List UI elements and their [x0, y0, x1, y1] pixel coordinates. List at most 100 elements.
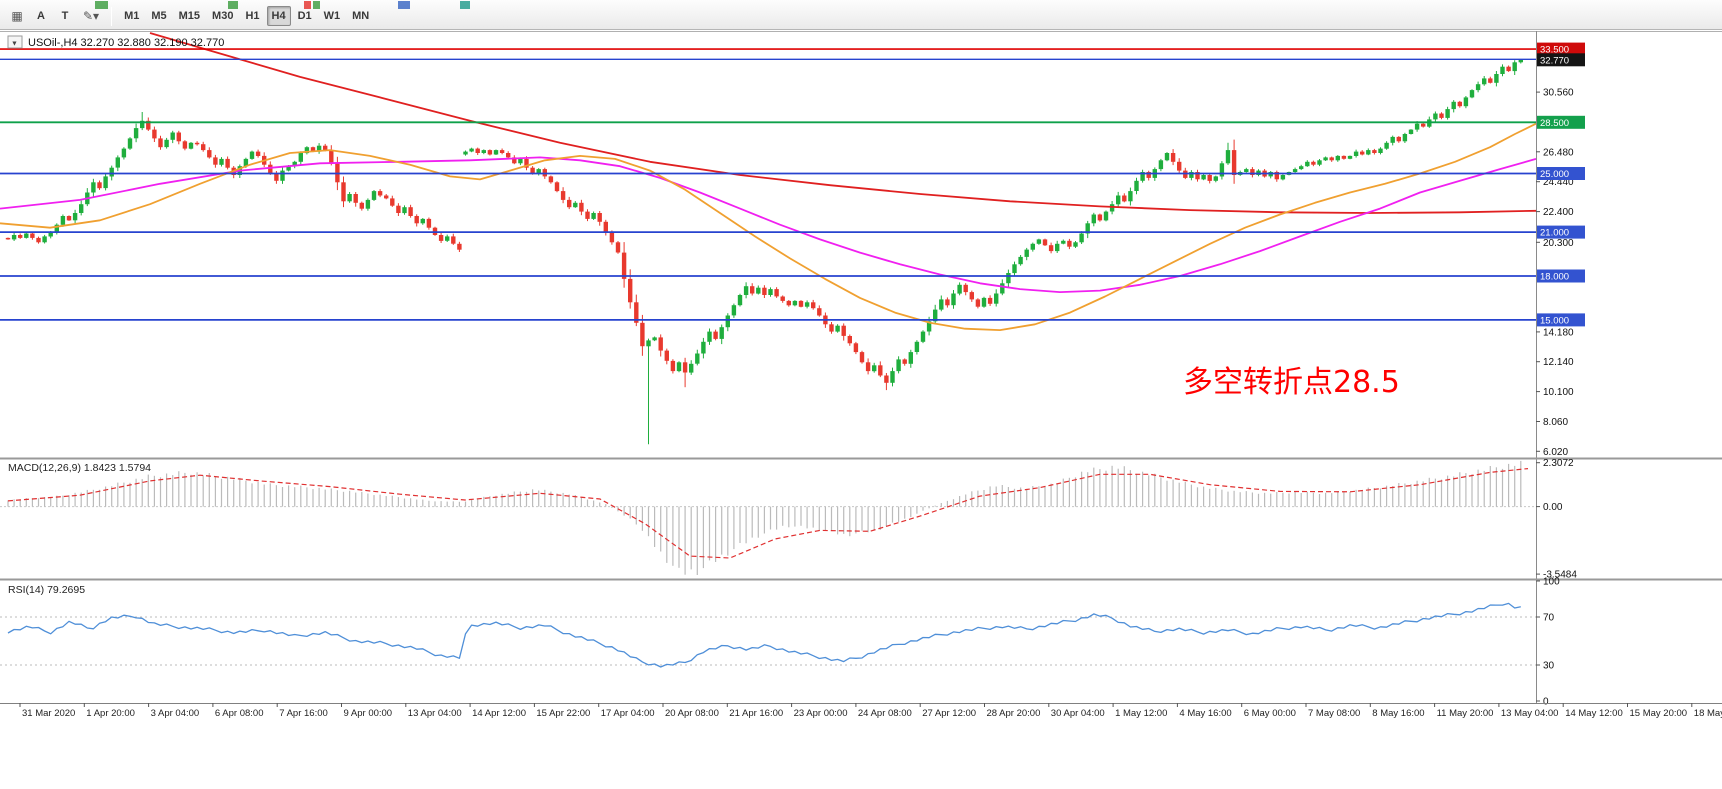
candle-body: [207, 150, 212, 158]
price-scale[interactable]: [1536, 32, 1722, 703]
candle-body: [530, 167, 535, 174]
candle-body: [1170, 153, 1176, 162]
cropped-toolbar-icon: [313, 1, 320, 9]
candle-body: [945, 299, 950, 306]
cursor-button[interactable]: A: [37, 10, 45, 22]
candle-body: [109, 167, 114, 177]
candle-body: [1335, 155, 1340, 161]
candle-body: [1506, 66, 1511, 72]
chart-menu-button[interactable]: [7, 35, 23, 49]
rsi-line: [7, 602, 1521, 668]
candle-body: [451, 236, 456, 244]
cropped-toolbar-icon: [95, 1, 108, 9]
timeframe-h4[interactable]: H4: [266, 6, 291, 26]
timeframe-d1[interactable]: D1: [297, 10, 312, 22]
candle-body: [60, 216, 66, 225]
draw-tools-dropdown[interactable]: ✎▾: [83, 9, 100, 23]
candle-body: [1042, 239, 1048, 246]
price-tick-label: 10.100: [1543, 387, 1574, 398]
timeframe-m15[interactable]: M15: [178, 10, 201, 22]
candle-body: [792, 300, 798, 306]
time-label: 23 Apr 00:00: [794, 708, 848, 719]
candle-body: [884, 375, 889, 383]
cropped-toolbar-icon: [304, 1, 311, 9]
candle-body: [1079, 233, 1084, 243]
candle-body: [804, 302, 810, 307]
candle-body: [939, 299, 944, 310]
price-tick-label: 22.400: [1543, 207, 1574, 218]
price-badge: [1537, 313, 1585, 327]
candle-body: [1347, 155, 1353, 159]
candle-body: [359, 202, 364, 209]
timeframe-m30[interactable]: M30: [212, 10, 234, 22]
timeframe-w1[interactable]: W1: [323, 10, 341, 22]
time-label: 14 May 12:00: [1565, 708, 1623, 719]
cropped-toolbar-icon: [228, 1, 238, 9]
macd-signal-line: [7, 468, 1529, 559]
candle-body: [634, 302, 639, 323]
candle-body: [1225, 150, 1231, 164]
timeframe-h1[interactable]: H1: [245, 10, 260, 22]
candle-body: [1317, 160, 1322, 165]
text-label-button[interactable]: T: [61, 10, 69, 22]
candle-body: [585, 211, 590, 219]
time-label: 13 May 04:00: [1501, 708, 1559, 719]
candle-body: [1421, 123, 1426, 127]
time-label: 11 May 20:00: [1437, 708, 1494, 719]
time-label: 28 Apr 20:00: [987, 708, 1041, 719]
candle-body: [353, 194, 358, 203]
candle-body: [79, 204, 84, 213]
rsi-scale-label: 0: [1543, 697, 1549, 708]
time-label: 14 Apr 12:00: [472, 708, 526, 719]
candle-body: [579, 202, 584, 212]
candle-body: [127, 138, 133, 149]
candle-body: [1311, 161, 1316, 165]
candle-body: [731, 305, 737, 316]
candle-body: [658, 337, 663, 351]
candle-body: [463, 151, 468, 155]
candle-body: [725, 315, 730, 328]
candle-body: [1482, 78, 1487, 85]
candle-body: [518, 158, 523, 164]
charts-grid-icon[interactable]: ▦: [11, 9, 23, 23]
timeframe-mn[interactable]: MN: [352, 10, 370, 22]
candle-body: [487, 150, 493, 155]
candle-body: [255, 151, 261, 156]
candle-body: [1213, 176, 1218, 181]
candle-body: [1299, 166, 1304, 170]
candle-body: [926, 321, 932, 332]
candle-body: [30, 233, 35, 238]
candle-body: [133, 128, 139, 139]
candle-body: [603, 221, 608, 232]
candle-body: [329, 150, 334, 164]
candle-body: [1323, 157, 1328, 161]
candle-body: [1158, 160, 1164, 170]
candle-body: [1445, 109, 1450, 118]
candle-body: [1390, 136, 1395, 143]
candle-body: [304, 147, 310, 154]
candle-body: [280, 170, 285, 181]
candle-body: [811, 302, 816, 309]
candle-body: [719, 327, 724, 339]
ma-orange-line: [0, 122, 1537, 331]
timeframe-m5[interactable]: M5: [151, 10, 167, 22]
candle-body: [1378, 148, 1383, 153]
time-label: 30 Apr 04:00: [1051, 708, 1105, 719]
candle-body: [475, 148, 480, 153]
timeframe-m1[interactable]: M1: [124, 10, 140, 22]
candle-body: [310, 147, 316, 152]
candle-body: [1384, 142, 1389, 149]
annotation-text: 多空转折点28.5: [1183, 365, 1400, 400]
time-label: 9 Apr 00:00: [344, 708, 393, 719]
candle-body: [743, 286, 749, 295]
candle-body: [695, 353, 700, 364]
candle-body: [188, 142, 194, 149]
candle-body: [981, 297, 987, 307]
price-badge-label: 28.500: [1540, 118, 1569, 129]
ma-red-line: [149, 32, 1537, 214]
candle-body: [676, 362, 682, 372]
candle-body: [115, 157, 120, 168]
price-badge: [1537, 167, 1585, 180]
candle-body: [1402, 134, 1408, 142]
candle-body: [1274, 172, 1279, 180]
